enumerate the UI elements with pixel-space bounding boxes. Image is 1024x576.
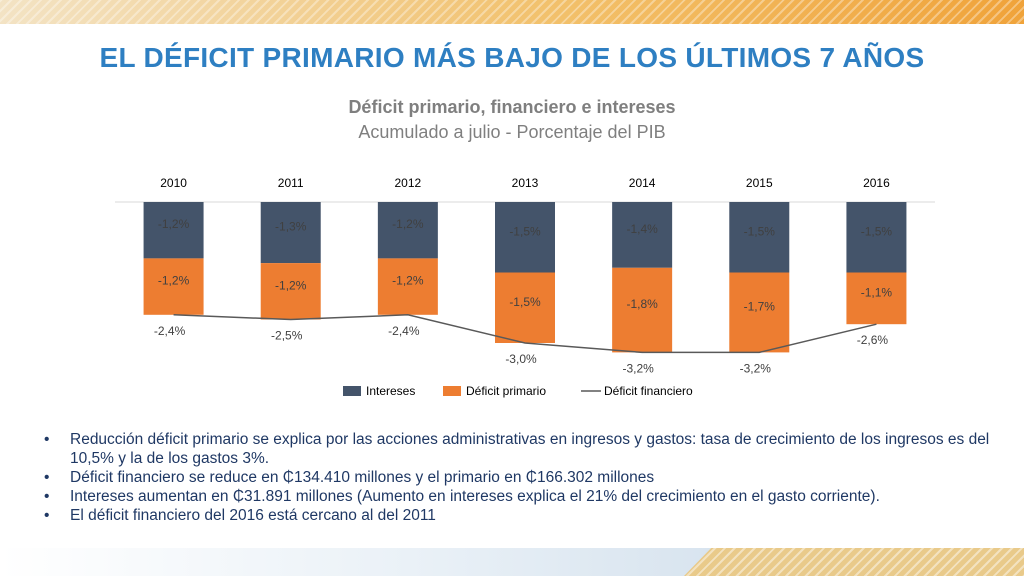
bullet-item: Intereses aumentan en ₵31.891 millones (… — [40, 487, 990, 506]
bar-segment — [846, 272, 907, 325]
data-label: -1,3% — [275, 220, 307, 234]
category-label: 2011 — [278, 176, 304, 190]
bar-segment — [260, 263, 321, 320]
bar-segment — [377, 258, 438, 315]
data-label: -1,2% — [392, 217, 424, 231]
data-label: -1,2% — [158, 217, 190, 231]
bullet-item: Reducción déficit primario se explica po… — [40, 430, 990, 468]
bar-segment — [260, 202, 321, 264]
bar-segment — [143, 202, 204, 259]
bar-segment — [612, 267, 673, 353]
slide-title: EL DÉFICIT PRIMARIO MÁS BAJO DE LOS ÚLTI… — [99, 42, 925, 73]
data-label: -1,1% — [861, 285, 893, 299]
data-label: -1,5% — [509, 224, 541, 238]
deficit-chart: 2010 2011 2012 2013 2014 2015 2016 -1,2% -1,2% -1… — [115, 176, 935, 398]
data-label: -1,2% — [275, 278, 307, 292]
chart-title: Déficit primario, financiero e intereses — [348, 97, 676, 117]
bar-segment — [377, 202, 438, 259]
category-label: 2016 — [863, 176, 890, 190]
bullet-item: El déficit financiero del 2016 está cerc… — [40, 506, 990, 525]
line-series-deficit-financiero — [173, 314, 877, 354]
line-data-label: -3,0% — [505, 352, 537, 366]
bar-segment — [729, 272, 790, 353]
category-label: 2010 — [160, 176, 187, 190]
line-data-label: -2,4% — [388, 324, 420, 338]
category-label: 2014 — [629, 176, 656, 190]
bullet-list: Reducción déficit primario se explica po… — [40, 430, 990, 525]
data-label: -1,2% — [392, 274, 424, 288]
bar-segment — [612, 202, 673, 268]
legend-label: Intereses — [366, 384, 415, 398]
category-label: 2015 — [746, 176, 773, 190]
bar-segment — [729, 202, 790, 273]
line-data-label: -2,6% — [857, 333, 889, 347]
category-label: 2013 — [512, 176, 539, 190]
data-label: -1,7% — [744, 299, 776, 313]
bar-segment — [143, 258, 204, 315]
legend-swatch — [343, 386, 361, 396]
top-decorative-band — [0, 0, 1024, 24]
data-label: -1,4% — [626, 222, 658, 236]
line-data-label: -2,5% — [271, 329, 303, 343]
data-label: -1,5% — [861, 224, 893, 238]
bar-segment — [495, 272, 555, 343]
line-data-label: -3,2% — [740, 361, 772, 375]
legend-label: Déficit primario — [466, 384, 546, 398]
data-label: -1,8% — [626, 297, 658, 311]
data-label: -1,5% — [744, 224, 776, 238]
line-data-label: -2,4% — [154, 324, 186, 338]
legend-label: Déficit financiero — [604, 384, 693, 398]
category-label: 2012 — [395, 176, 422, 190]
bullet-item: Déficit financiero se reduce en ₵134.410… — [40, 468, 990, 487]
data-label: -1,5% — [509, 295, 541, 309]
bottom-decorative-band — [0, 548, 1024, 576]
line-data-label: -3,2% — [622, 361, 654, 375]
data-label: -1,2% — [158, 274, 190, 288]
bar-segment — [846, 202, 907, 273]
chart-subtitle: Acumulado a julio - Porcentaje del PIB — [358, 122, 666, 142]
legend-swatch — [443, 386, 461, 396]
bar-segment — [495, 202, 555, 273]
